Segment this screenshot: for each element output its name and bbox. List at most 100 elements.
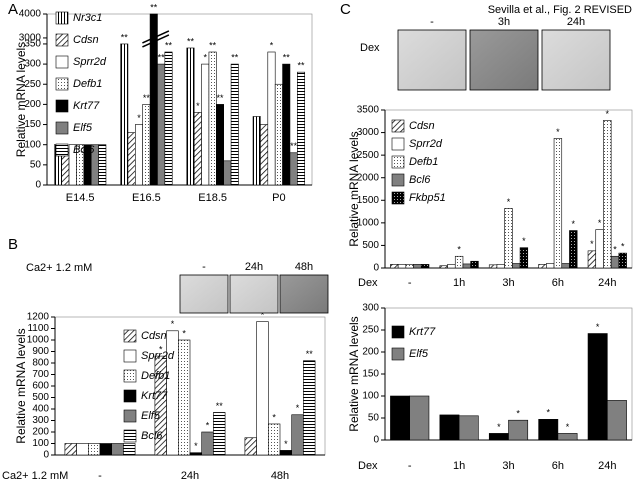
legend-swatch — [55, 55, 69, 69]
bar — [111, 443, 124, 456]
bar — [178, 339, 191, 456]
legend-swatch — [123, 429, 137, 443]
y-axis-label: Relative mRNA levels — [14, 328, 28, 443]
bar — [546, 263, 555, 269]
micrograph-label: 48h — [295, 261, 313, 273]
bar — [76, 443, 89, 456]
bar — [458, 415, 479, 441]
legend-swatch — [55, 11, 69, 25]
x-tick-label: 24h — [598, 277, 616, 289]
significance-mark: ** — [209, 40, 217, 50]
bar — [496, 264, 505, 269]
bar — [157, 63, 166, 186]
x-tick-label: 6h — [552, 460, 564, 472]
legend-swatch — [55, 99, 69, 113]
bar — [606, 400, 627, 441]
legend-label: Cdsn — [73, 34, 99, 46]
bar — [557, 433, 578, 441]
legend-label: Elf5 — [73, 122, 93, 134]
bar — [256, 321, 269, 456]
micrograph — [279, 274, 329, 314]
y-tick-label: 1500 — [357, 195, 380, 206]
legend-swatch — [123, 329, 137, 343]
bar — [405, 264, 414, 269]
y-tick-label: 600 — [32, 381, 49, 392]
y-tick-label: 300 — [32, 415, 49, 426]
y-tick-label: 200 — [32, 427, 49, 438]
bar — [413, 264, 422, 269]
legend-swatch — [391, 347, 405, 361]
bar — [267, 51, 276, 186]
x-tick-label: 24h — [181, 470, 199, 482]
bar — [120, 43, 129, 186]
bar — [223, 160, 232, 186]
y-tick-label: 300 — [362, 303, 379, 314]
x-tick-label: 3h — [502, 460, 514, 472]
bar — [390, 395, 410, 441]
y-axis-label: Relative mRNA levels — [347, 131, 361, 246]
y-tick-label: 50 — [368, 413, 380, 424]
y-tick-label: 100 — [24, 139, 41, 150]
micrograph-label: 24h — [245, 261, 263, 273]
bar — [88, 443, 101, 456]
bar — [561, 263, 570, 269]
legend-swatch — [391, 119, 405, 133]
bar — [274, 83, 283, 186]
bar — [397, 264, 407, 269]
y-tick-label: 400 — [32, 404, 49, 415]
x-tick-label: 6h — [552, 277, 564, 289]
bar — [297, 71, 306, 186]
bar — [252, 116, 261, 186]
significance-mark: * — [261, 310, 265, 320]
bar — [201, 63, 210, 186]
x-tick-label: 24h — [598, 460, 616, 472]
significance-mark: * — [171, 319, 175, 329]
significance-mark: ** — [158, 52, 166, 62]
legend-label: Sprr2d — [409, 138, 443, 150]
bar — [447, 264, 456, 269]
legend-swatch — [123, 369, 137, 383]
bar — [538, 264, 547, 269]
bar — [610, 255, 620, 269]
x-tick-label: P0 — [272, 192, 285, 204]
significance-mark: * — [613, 245, 617, 255]
significance-mark: * — [516, 409, 520, 419]
micrograph — [179, 274, 229, 314]
significance-mark: * — [284, 439, 288, 449]
bar — [462, 263, 471, 269]
bar — [164, 51, 173, 186]
y-tick-label: 250 — [24, 79, 41, 90]
micrograph-label: - — [430, 16, 434, 28]
bar — [98, 144, 107, 186]
y-tick-label: 0 — [373, 435, 379, 446]
significance-mark: * — [296, 403, 300, 413]
significance-mark: * — [556, 127, 560, 137]
y-tick-label: 800 — [32, 358, 49, 369]
x-axis-label: Ca2+ 1.2 mM — [2, 470, 68, 482]
bar — [135, 124, 143, 186]
y-tick-label: 300 — [24, 59, 41, 70]
bar — [587, 333, 608, 441]
bar — [186, 47, 195, 186]
y-tick-label: 0 — [43, 450, 49, 461]
bar — [149, 13, 158, 186]
legend-swatch — [391, 191, 405, 205]
bar — [291, 414, 304, 456]
legend-label: Cdsn — [409, 120, 435, 132]
bar — [587, 250, 597, 269]
bar — [230, 63, 239, 186]
bar — [189, 452, 202, 456]
significance-mark: ** — [306, 349, 314, 359]
y-tick-label: 150 — [362, 369, 379, 380]
x-tick-label: 1h — [453, 277, 465, 289]
x-tick-label: 3h — [502, 277, 514, 289]
y-tick-label: 350 — [24, 39, 41, 50]
bar — [267, 423, 281, 456]
legend-swatch — [55, 121, 69, 135]
significance-mark: * — [206, 420, 210, 430]
bar — [282, 63, 291, 186]
significance-mark: ** — [143, 93, 151, 103]
significance-mark: * — [196, 101, 200, 111]
bar — [142, 104, 151, 186]
significance-mark: * — [272, 412, 276, 422]
